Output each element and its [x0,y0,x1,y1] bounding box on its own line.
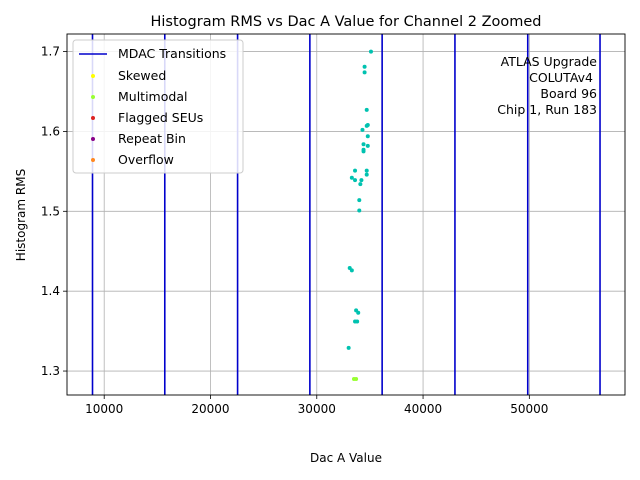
annotation-line-4: Chip 1, Run 183 [497,102,597,117]
data-point [349,268,354,273]
annotation-block: ATLAS Upgrade COLUTAv4 Board 96 Chip 1, … [497,54,597,117]
data-point [365,143,370,148]
data-point [356,310,361,315]
legend-skewed-marker [91,74,95,78]
data-point [364,172,369,177]
y-axis-ticks: 1.3 1.4 1.5 1.6 1.7 [41,45,67,378]
legend-box [72,39,244,174]
y-tick-label: 1.4 [41,284,60,298]
annotation-line-3: Board 96 [540,86,597,101]
legend-overflow-marker [91,158,95,162]
x-tick-label: 20000 [191,402,229,416]
data-point [349,175,354,180]
data-point [360,127,365,132]
legend-label-overflow: Overflow [118,152,174,167]
data-point [346,345,351,350]
x-tick-label: 40000 [404,402,442,416]
data-point [361,142,366,147]
x-tick-label: 30000 [298,402,336,416]
y-tick-label: 1.6 [41,124,60,138]
data-point-multimodal [354,377,359,382]
x-axis-ticks: 10000 20000 30000 40000 50000 [85,395,548,416]
data-point [362,64,367,69]
legend-label-seu: Flagged SEUs [118,110,203,125]
data-point [364,123,369,128]
y-tick-label: 1.7 [41,45,60,59]
data-point [365,134,370,139]
legend-multimodal-marker [91,95,95,99]
data-point [364,168,369,173]
plot-frame [66,33,626,396]
data-point [353,168,358,173]
legend-label-multimodal: Multimodal [118,89,187,104]
x-axis-label: Dac A Value [310,451,382,465]
legend-label-mdac: MDAC Transitions [118,46,226,61]
legend: MDAC Transitions Skewed Multimodal Flagg… [72,39,244,174]
data-point [353,319,358,324]
data-point [362,70,367,75]
data-point [357,198,362,203]
legend-label-repeat: Repeat Bin [118,131,186,146]
annotation-line-1: ATLAS Upgrade [501,54,598,69]
data-point [364,107,369,112]
data-point [368,49,373,54]
x-tick-label: 10000 [85,402,123,416]
y-axis-label: Histogram RMS [14,169,28,261]
chart-title: Histogram RMS vs Dac A Value for Channel… [150,14,541,30]
legend-label-skewed: Skewed [118,68,166,83]
annotation-line-2: COLUTAv4 [529,70,593,85]
legend-repeat-marker [91,137,95,141]
data-point [359,178,364,183]
x-tick-label: 50000 [510,402,548,416]
data-point [357,208,362,213]
y-tick-label: 1.5 [41,204,60,218]
data-point [353,178,358,183]
data-point [358,182,363,187]
legend-seu-marker [91,116,95,120]
data-points [346,49,373,382]
data-point [361,149,366,154]
y-tick-label: 1.3 [41,364,60,378]
